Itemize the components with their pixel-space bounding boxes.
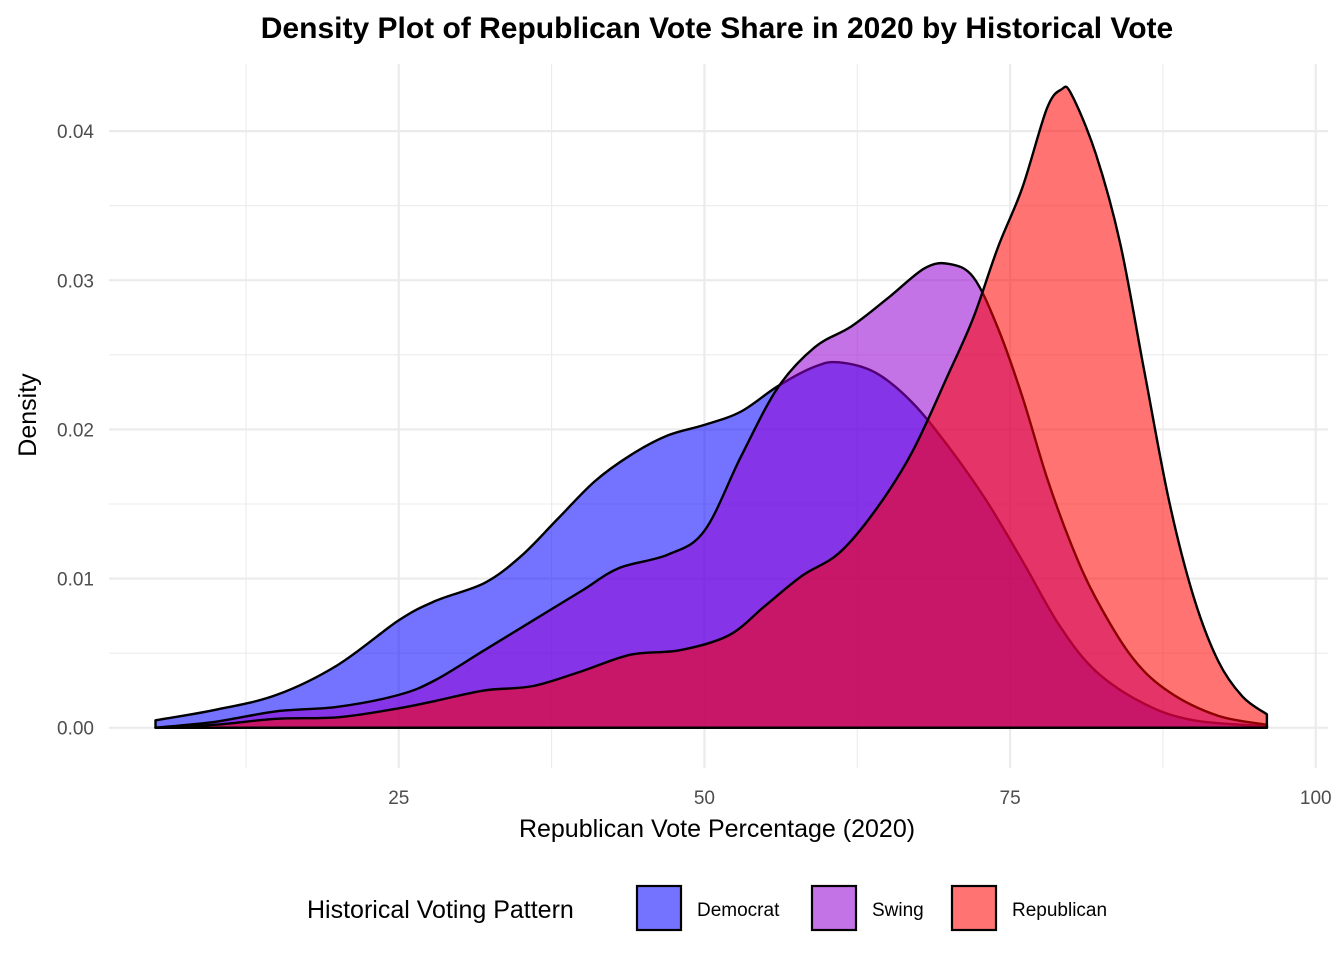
x-tick-label: 75	[1000, 788, 1021, 809]
legend-key-swing	[810, 884, 858, 932]
legend-label-swing: Swing	[872, 900, 924, 921]
chart-title: Density Plot of Republican Vote Share in…	[261, 12, 1173, 45]
tick-labels: 25 50 75 100 0.00 0.01 0.02 0.03 0.04	[57, 122, 1332, 809]
y-tick-label: 0.02	[57, 420, 94, 441]
legend-title: Historical Voting Pattern	[307, 896, 574, 924]
x-axis-title: Republican Vote Percentage (2020)	[519, 815, 915, 843]
y-tick-label: 0.04	[57, 122, 94, 143]
legend: Historical Voting Pattern Democrat Swing R…	[307, 884, 1107, 932]
legend-label-democrat: Democrat	[697, 900, 780, 921]
legend-key-republican	[950, 884, 998, 932]
legend-label-republican: Republican	[1012, 900, 1107, 921]
density-area-republican	[154, 85, 1269, 729]
y-tick-label: 0.01	[57, 570, 94, 591]
x-tick-label: 25	[388, 788, 409, 809]
y-tick-label: 0.03	[57, 271, 94, 292]
x-tick-label: 50	[694, 788, 715, 809]
y-tick-label: 0.00	[57, 719, 94, 740]
density-areas	[154, 85, 1269, 729]
x-tick-label: 100	[1300, 788, 1332, 809]
y-axis-title: Density	[14, 373, 42, 457]
legend-key-democrat	[635, 884, 683, 932]
